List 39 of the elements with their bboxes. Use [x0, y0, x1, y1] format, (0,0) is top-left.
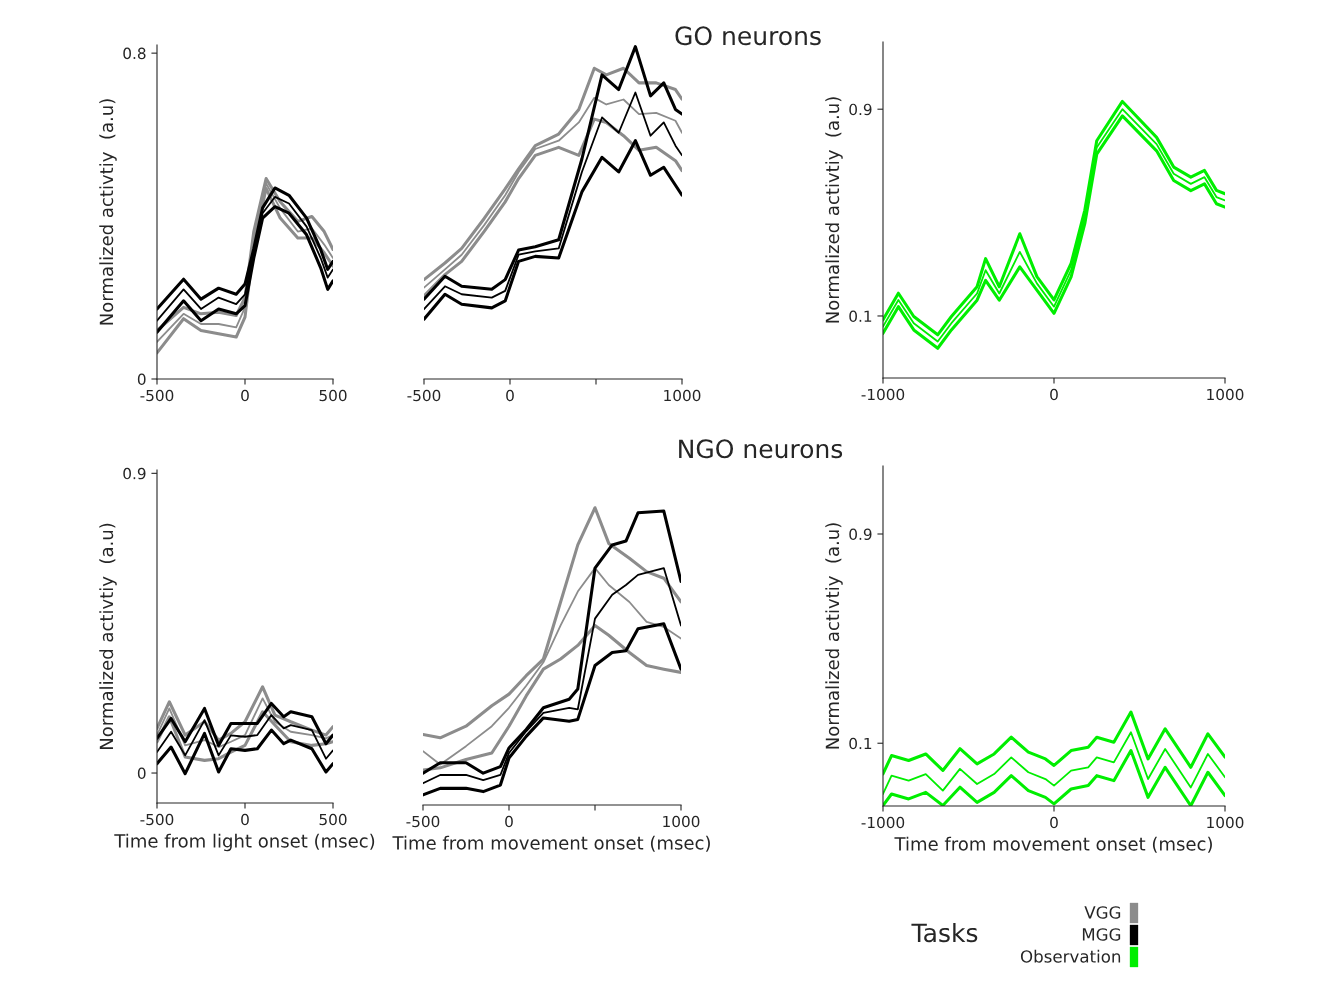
x-tick-label: -500	[407, 389, 441, 402]
x-tick-label: 500	[319, 813, 347, 826]
y-tick-label: 0.9	[849, 528, 872, 541]
y-tick-label: 0.1	[849, 310, 872, 322]
y-tick-label: 0.9	[849, 103, 872, 116]
legend-label: MGG	[1082, 928, 1121, 941]
text: GO neurons	[675, 26, 821, 46]
x-tick-label: 1000	[663, 815, 700, 828]
y-tick-label: 0.1	[849, 737, 872, 750]
x-tick-label: 0	[241, 389, 249, 402]
x-tick-label: -500	[406, 815, 440, 828]
x-tick-label: -1000	[861, 388, 905, 401]
y-tick-label: 0	[137, 767, 146, 780]
x-tick-label: 500	[319, 389, 347, 402]
x-tick-label: -500	[140, 813, 174, 826]
y-axis-title: Normalized activtiy (a.u)	[825, 97, 843, 323]
y-tick-label: 0	[137, 373, 146, 386]
legend-title: Tasks	[911, 922, 978, 943]
legend-label: VGG	[1084, 906, 1121, 919]
x-tick-label: 0	[241, 813, 249, 826]
x-tick-label: 1000	[664, 389, 701, 402]
x-tick-label: 0	[1050, 816, 1058, 829]
y-tick-label: 0.9	[123, 467, 146, 480]
x-tick-label: -500	[140, 389, 174, 402]
x-tick-label: -1000	[861, 816, 905, 829]
legend-label: Observation	[1020, 949, 1121, 963]
x-axis-title: Time from movement onset (msec)	[894, 836, 1212, 853]
y-axis-title: Normalized activtiy (a.u)	[99, 99, 117, 325]
x-tick-label: 0	[506, 389, 514, 402]
x-tick-label: 0	[505, 815, 513, 828]
x-tick-label: 0	[1050, 388, 1058, 401]
y-tick-label: 0.8	[123, 47, 146, 60]
x-axis-title: Time from light onset (msec)	[114, 833, 375, 852]
y-axis-title: Normalized activtiy (a.u)	[99, 523, 117, 749]
text: NGO neurons	[679, 439, 843, 459]
x-tick-label: 1000	[1207, 816, 1244, 829]
x-tick-label: 1000	[1207, 388, 1244, 401]
y-axis-title: Normalized activtiy (a.u)	[825, 523, 843, 749]
x-axis-title: Time from movement onset (msec)	[392, 835, 710, 852]
